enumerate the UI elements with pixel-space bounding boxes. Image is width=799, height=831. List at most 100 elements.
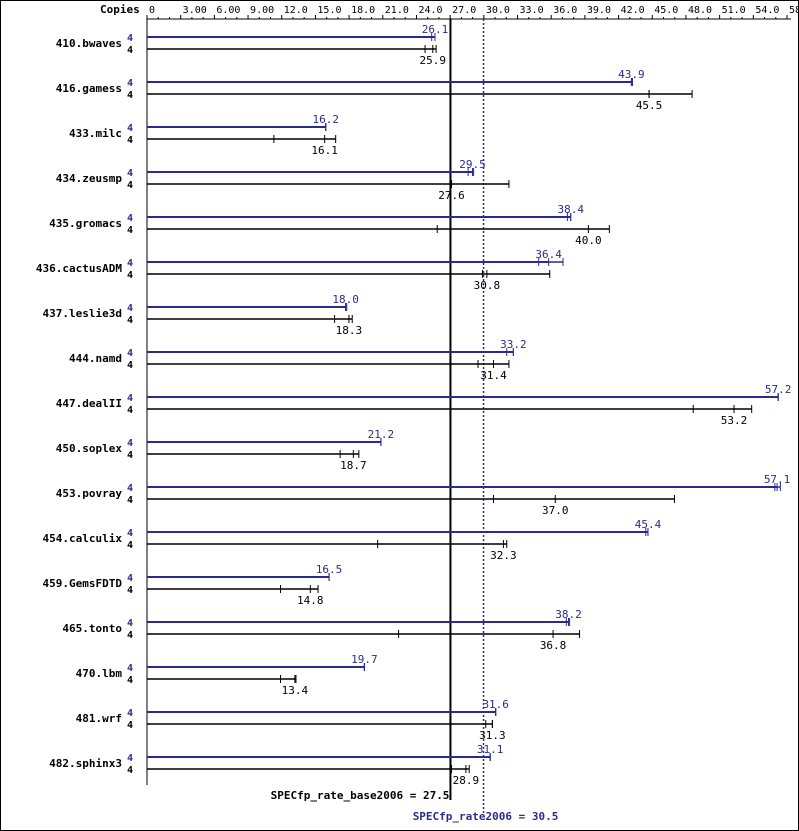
x-tick-label: 18.0 <box>351 5 375 16</box>
peak-value-label: 45.4 <box>635 518 662 531</box>
benchmark-row: 454.calculix 4 45.4 4 32.3 <box>43 518 662 562</box>
base-value-label: 40.0 <box>575 234 602 247</box>
base-copies-label: 4 <box>127 270 133 281</box>
benchmark-row: 453.povray 4 57.1 4 37.0 <box>56 473 791 517</box>
x-tick-label: 54.0 <box>755 5 779 16</box>
peak-copies-label: 4 <box>127 708 133 719</box>
benchmark-row: 470.lbm 4 19.7 4 13.4 <box>76 653 378 697</box>
peak-copies-label: 4 <box>127 573 133 584</box>
peak-value-label: 57.1 <box>764 473 791 486</box>
benchmark-name: 436.cactusADM <box>36 262 122 275</box>
base-value-label: 13.4 <box>282 684 309 697</box>
base-value-label: 45.5 <box>636 99 663 112</box>
peak-reference-label: SPECfp_rate2006 = 30.5 <box>413 810 559 823</box>
benchmark-name: 450.soplex <box>56 442 123 455</box>
base-copies-label: 4 <box>127 585 133 596</box>
base-value-label: 18.7 <box>340 459 367 472</box>
base-value-label: 14.8 <box>297 594 324 607</box>
base-copies-label: 4 <box>127 135 133 146</box>
x-tick-label: 30.0 <box>486 5 510 16</box>
peak-copies-label: 4 <box>127 33 133 44</box>
benchmark-name: 482.sphinx3 <box>49 757 122 770</box>
base-reference-label: SPECfp_rate_base2006 = 27.5 <box>271 789 450 802</box>
peak-value-label: 38.2 <box>555 608 582 621</box>
peak-value-label: 33.2 <box>500 338 527 351</box>
base-value-label: 37.0 <box>542 504 569 517</box>
peak-value-label: 36.4 <box>535 248 562 261</box>
peak-value-label: 21.2 <box>368 428 395 441</box>
reference-lines: SPECfp_rate_base2006 = 27.5 SPECfp_rate20… <box>271 19 559 823</box>
base-copies-label: 4 <box>127 405 133 416</box>
benchmark-row: 433.milc 4 16.2 4 16.1 <box>69 113 339 157</box>
peak-copies-label: 4 <box>127 348 133 359</box>
base-value-label: 36.8 <box>540 639 567 652</box>
base-copies-label: 4 <box>127 720 133 731</box>
x-tick-label: 45.0 <box>654 5 678 16</box>
x-tick-label: 33.0 <box>520 5 544 16</box>
base-value-label: 16.1 <box>311 144 338 157</box>
benchmark-row: 437.leslie3d 4 18.0 4 18.3 <box>43 293 363 337</box>
x-tick-label: 58.0 <box>789 5 799 16</box>
base-copies-label: 4 <box>127 45 133 56</box>
peak-copies-label: 4 <box>127 618 133 629</box>
x-tick-label: 12.0 <box>284 5 308 16</box>
benchmark-name: 447.dealII <box>56 397 122 410</box>
benchmark-row: 410.bwaves 4 26.1 4 25.9 <box>56 23 448 67</box>
benchmark-row: 444.namd 4 33.2 4 31.4 <box>69 338 527 382</box>
x-tick-label: 36.0 <box>553 5 577 16</box>
base-value-label: 30.8 <box>474 279 501 292</box>
x-tick-label: 39.0 <box>587 5 611 16</box>
peak-value-label: 16.5 <box>316 563 343 576</box>
peak-copies-label: 4 <box>127 213 133 224</box>
x-tick-label: 24.0 <box>418 5 442 16</box>
base-value-label: 27.6 <box>438 189 465 202</box>
copies-axis-title: Copies <box>100 3 140 16</box>
base-copies-label: 4 <box>127 765 133 776</box>
benchmark-row: 447.dealII 4 57.2 4 53.2 <box>56 383 792 427</box>
benchmark-name: 410.bwaves <box>56 37 122 50</box>
peak-value-label: 18.0 <box>332 293 359 306</box>
benchmark-name: 465.tonto <box>62 622 122 635</box>
base-value-label: 28.9 <box>453 774 480 787</box>
peak-value-label: 31.6 <box>482 698 509 711</box>
benchmark-name: 435.gromacs <box>49 217 122 230</box>
peak-copies-label: 4 <box>127 393 133 404</box>
base-value-label: 53.2 <box>721 414 748 427</box>
base-copies-label: 4 <box>127 450 133 461</box>
peak-copies-label: 4 <box>127 303 133 314</box>
benchmark-row: 465.tonto 4 38.2 4 36.8 <box>62 608 581 652</box>
benchmark-row: 482.sphinx3 4 31.1 4 28.9 <box>49 743 503 787</box>
peak-copies-label: 4 <box>127 123 133 134</box>
benchmark-name: 453.povray <box>56 487 123 500</box>
peak-value-label: 26.1 <box>422 23 449 36</box>
base-copies-label: 4 <box>127 315 133 326</box>
peak-value-label: 19.7 <box>351 653 378 666</box>
base-value-label: 32.3 <box>490 549 517 562</box>
x-tick-label: 27.0 <box>452 5 476 16</box>
benchmark-name: 433.milc <box>69 127 122 140</box>
peak-copies-label: 4 <box>127 168 133 179</box>
benchmark-name: 459.GemsFDTD <box>43 577 123 590</box>
benchmark-row: 434.zeusmp 4 29.5 4 27.6 <box>56 158 510 202</box>
base-copies-label: 4 <box>127 360 133 371</box>
x-tick-label: 6.00 <box>216 5 240 16</box>
peak-copies-label: 4 <box>127 528 133 539</box>
benchmark-row: 481.wrf 4 31.6 4 31.3 <box>76 698 509 742</box>
x-tick-label: 3.00 <box>183 5 207 16</box>
benchmark-rows: 410.bwaves 4 26.1 4 25.9 416.gamess 4 43.9 4 45.5… <box>36 23 792 787</box>
benchmark-name: 470.lbm <box>76 667 123 680</box>
benchmark-name: 454.calculix <box>43 532 123 545</box>
base-copies-label: 4 <box>127 495 133 506</box>
x-tick-label: 15.0 <box>317 5 341 16</box>
peak-copies-label: 4 <box>127 438 133 449</box>
x-tick-label: 9.00 <box>250 5 274 16</box>
peak-value-label: 38.4 <box>557 203 584 216</box>
base-copies-label: 4 <box>127 630 133 641</box>
x-tick-label: 51.0 <box>722 5 746 16</box>
base-copies-label: 4 <box>127 180 133 191</box>
benchmark-row: 416.gamess 4 43.9 4 45.5 <box>56 68 693 112</box>
peak-value-label: 16.2 <box>313 113 340 126</box>
benchmark-name: 444.namd <box>69 352 122 365</box>
benchmark-name: 481.wrf <box>76 712 122 725</box>
